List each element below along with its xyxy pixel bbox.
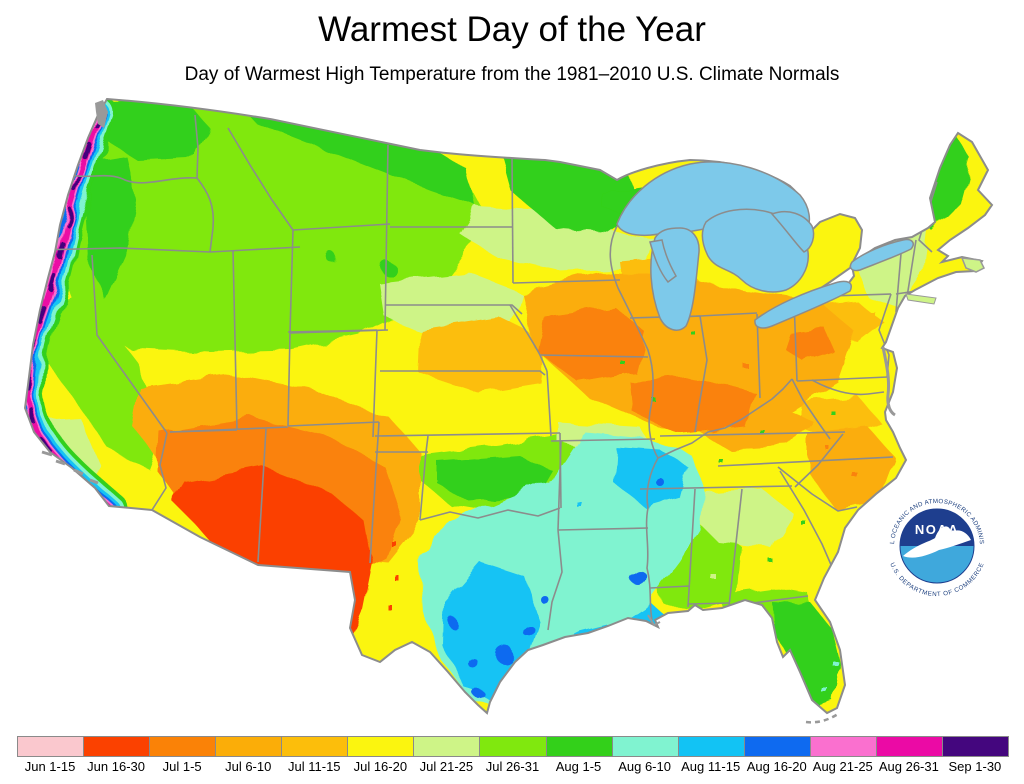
lake-erie bbox=[754, 280, 852, 329]
region-black-hills bbox=[381, 261, 395, 275]
legend-label: Aug 16-20 bbox=[746, 759, 807, 774]
us-outline bbox=[23, 97, 994, 715]
legend-label: Aug 1-5 bbox=[555, 759, 602, 774]
legend-bar bbox=[17, 736, 1009, 757]
noaa-logo: NOAA NATIONAL OCEANIC AND ATMOSPHERIC AD… bbox=[884, 493, 990, 599]
map-details bbox=[41, 100, 986, 724]
region-houston-blue bbox=[522, 624, 534, 636]
region-east-texas-blue-spot bbox=[541, 596, 549, 604]
legend-label: Aug 11-15 bbox=[681, 759, 741, 774]
legend-swatch bbox=[347, 736, 415, 757]
legend-swatch bbox=[479, 736, 547, 757]
legend-swatch bbox=[83, 736, 151, 757]
puget-sound bbox=[95, 100, 108, 128]
region-louisiana-blue bbox=[630, 569, 646, 585]
great-lakes bbox=[616, 161, 914, 331]
legend-swatch bbox=[545, 736, 613, 757]
region-cascades bbox=[85, 155, 135, 300]
legend-label: Jun 16-30 bbox=[87, 759, 145, 774]
noaa-acronym: NOAA bbox=[915, 522, 959, 537]
legend-label: Aug 21-25 bbox=[812, 759, 873, 774]
legend-swatch bbox=[809, 736, 877, 757]
legend-labels: Jun 1-15 Jun 16-30 Jul 1-5 Jul 6-10 Jul … bbox=[17, 759, 1008, 774]
legend-label: Jul 16-20 bbox=[353, 759, 408, 774]
region-florida-peninsula bbox=[772, 602, 840, 708]
legend: Jun 1-15 Jun 16-30 Jul 1-5 Jul 6-10 Jul … bbox=[17, 736, 1009, 774]
legend-label: Jun 1-15 bbox=[24, 759, 76, 774]
region-north-georgia-alabama bbox=[693, 487, 792, 547]
region-south-texas-blue bbox=[496, 646, 514, 664]
legend-swatch bbox=[941, 736, 1009, 757]
region-dakota-nebraska-band bbox=[378, 272, 520, 335]
lake-ontario bbox=[849, 238, 914, 272]
region-corpus-blue-spot bbox=[475, 690, 485, 700]
page-subtitle: Day of Warmest High Temperature from the… bbox=[184, 64, 840, 85]
page-title: Warmest Day of the Year bbox=[318, 10, 706, 49]
mississippi-delta bbox=[647, 614, 661, 627]
legend-swatch bbox=[677, 736, 745, 757]
legend-label: Jul 26-31 bbox=[485, 759, 540, 774]
region-oklahoma-core bbox=[438, 456, 552, 500]
legend-swatch bbox=[215, 736, 283, 757]
legend-swatch bbox=[281, 736, 349, 757]
legend-swatch bbox=[413, 736, 481, 757]
lake-huron bbox=[701, 208, 809, 293]
region-texas-blue-spot bbox=[450, 620, 460, 630]
legend-swatch bbox=[743, 736, 811, 757]
legend-swatch bbox=[17, 736, 85, 757]
map-speckles bbox=[388, 310, 873, 693]
region-carolina-coast-amber bbox=[808, 427, 895, 512]
region-minnesota-wisconsin-band bbox=[458, 205, 658, 272]
legend-label: Jul 6-10 bbox=[225, 759, 272, 774]
green-bay bbox=[649, 239, 677, 284]
region-illinois-indiana-orange bbox=[630, 377, 755, 434]
region-iowa-orange bbox=[538, 307, 645, 382]
noaa-seagull-icon bbox=[903, 526, 971, 558]
georgian-bay bbox=[770, 210, 815, 253]
legend-label: Jul 21-25 bbox=[419, 759, 474, 774]
legend-swatch bbox=[611, 736, 679, 757]
region-california-inland bbox=[35, 295, 165, 470]
legend-swatch bbox=[149, 736, 217, 757]
cape-cod bbox=[960, 257, 986, 273]
legend-label: Aug 6-10 bbox=[618, 759, 671, 774]
legend-label: Sep 1-30 bbox=[948, 759, 1002, 774]
channel-islands bbox=[41, 450, 99, 485]
region-nebraska-kansas-gold bbox=[418, 318, 545, 392]
legend-swatch bbox=[875, 736, 943, 757]
region-rio-blue-spot bbox=[467, 657, 477, 667]
map-land bbox=[25, 99, 992, 713]
florida-keys bbox=[805, 712, 839, 724]
region-bighorn bbox=[327, 253, 337, 263]
region-tennessee-blue-spot bbox=[656, 478, 664, 486]
legend-label: Jul 1-5 bbox=[162, 759, 202, 774]
chesapeake-bay bbox=[881, 346, 896, 417]
legend-label: Aug 26-31 bbox=[878, 759, 939, 774]
long-island bbox=[905, 293, 937, 305]
legend-label: Jul 11-15 bbox=[288, 759, 341, 774]
region-north-montana bbox=[235, 100, 475, 205]
region-north-washington bbox=[95, 100, 210, 158]
